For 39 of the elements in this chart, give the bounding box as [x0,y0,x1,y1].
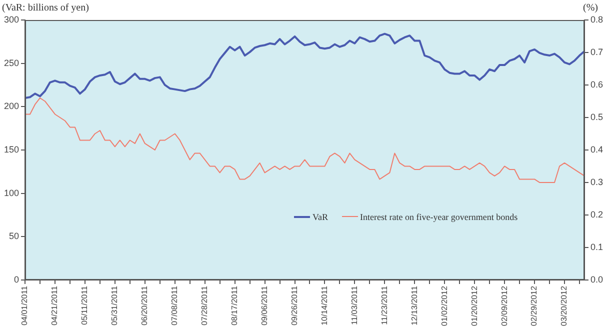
y-tick-label: 150 [4,144,20,154]
y-tick-label: 100 [4,188,20,198]
x-tick-label: 04/01/2011 [20,285,30,326]
x-tick-label: 01/20/2012 [470,285,479,326]
y2-tick-label: 0.4 [590,144,604,154]
x-tick-label: 03/20/2012 [560,285,569,326]
y-tick-label: 200 [4,101,20,112]
legend-label: VaR [312,212,328,222]
y-axis-title: (VaR: billions of yen) [2,2,89,14]
y2-tick-label: 0.0 [590,274,604,284]
y2-tick-label: 0.5 [590,112,604,122]
x-tick-label: 02/29/2012 [530,285,539,326]
x-tick-label: 07/28/2011 [200,285,210,326]
x-tick-label: 08/17/2011 [230,285,240,326]
x-tick-label: 05/11/2011 [80,285,90,325]
legend-label: Interest rate on five-year government bonds [360,212,518,222]
x-tick-label: 06/20/2011 [140,285,150,326]
x-tick-label: 11/03/2011 [350,285,359,325]
x-tick-label: 02/09/2012 [500,285,509,326]
x-tick-label: 09/26/2011 [290,285,299,326]
y2-tick-label: 0.3 [590,176,604,187]
y2-tick-label: 0.7 [590,46,604,57]
x-tick-label: 10/14/2011 [320,285,329,326]
x-tick-label: 04/21/2011 [50,285,60,326]
y2-tick-label: 0.2 [590,209,604,220]
y2-tick-label: 0.1 [590,242,604,252]
y2-tick-label: 0.6 [590,79,604,90]
x-tick-label: 11/23/2011 [380,285,389,325]
x-tick-label: 12/13/2011 [410,285,419,326]
y2-tick-label: 0.8 [590,14,604,24]
x-tick-label: 05/31/2011 [110,285,120,326]
x-tick-label: 07/08/2011 [170,285,180,326]
x-tick-label: 09/06/2011 [260,285,269,326]
x-tick-label: 01/02/2012 [440,285,449,326]
y2-axis-title: (%) [583,2,598,14]
y-tick-label: 0 [14,274,20,284]
y-tick-label: 50 [9,231,20,242]
y-tick-label: 250 [4,58,20,68]
y-tick-label: 300 [4,14,20,24]
